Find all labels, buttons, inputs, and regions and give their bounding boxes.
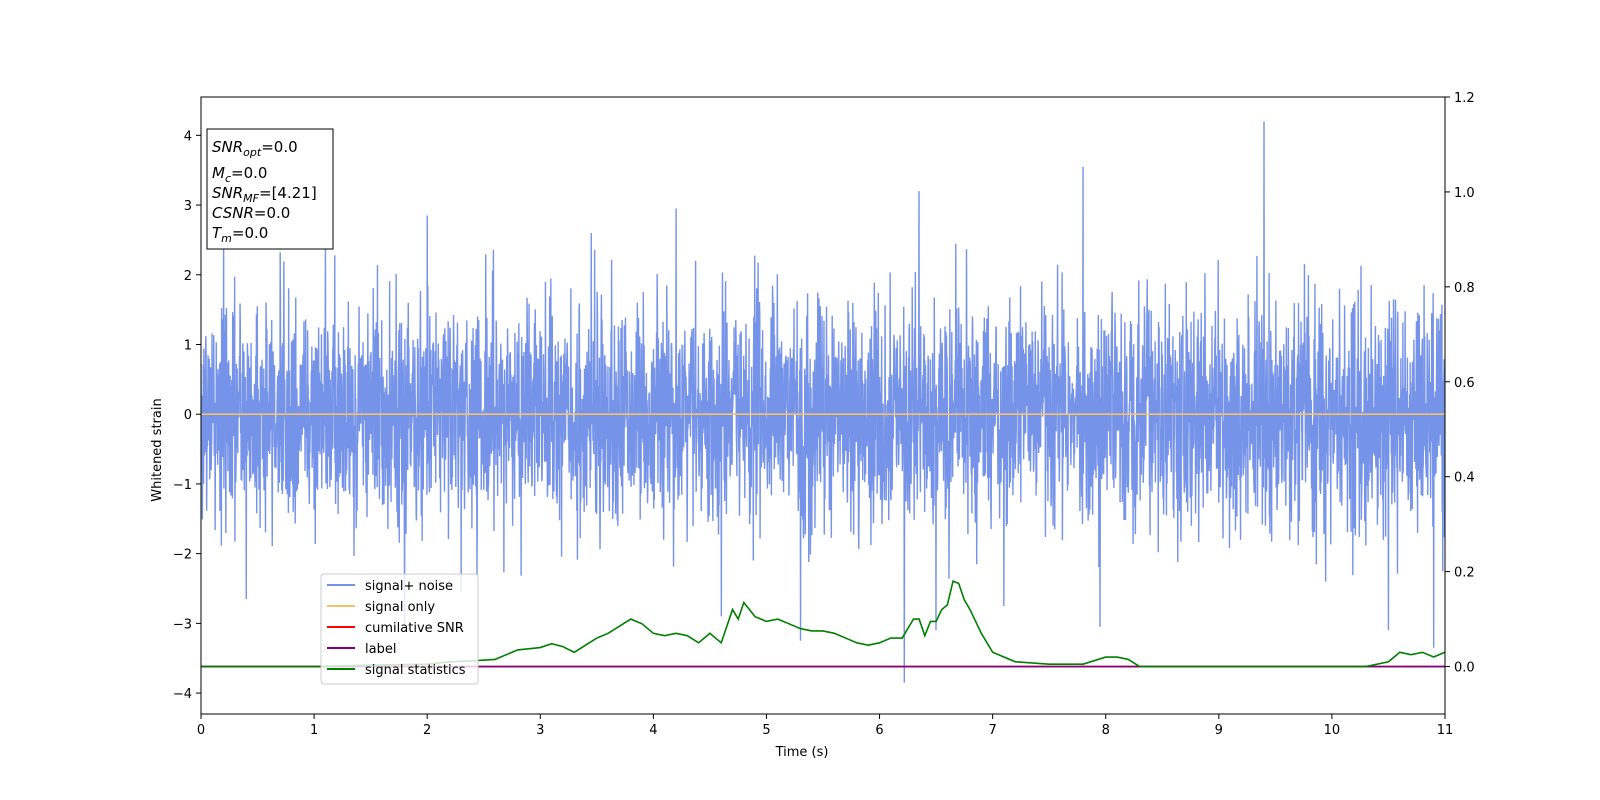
x-tick-label: 1 bbox=[310, 723, 318, 738]
legend-label-signal-only: signal only bbox=[365, 600, 435, 615]
y-axis-label: Whitened strain bbox=[150, 398, 165, 501]
x-tick-label: 9 bbox=[1215, 723, 1223, 738]
axes: 0 1 2 3 4 5 6 7 8 9 10 11 −4 −3 −2 −1 0 1 2 3 4 0.0 0.2 0.4 0.6 0… bbox=[173, 91, 1475, 738]
x-tick-label: 0 bbox=[197, 723, 205, 738]
annotation-line-snr-mf: SNRMF=[4.21] bbox=[212, 184, 317, 205]
stats-annotation-box: SNRopt=0.0 Mc=0.0 SNRMF=[4.21] CSNR=0.0 … bbox=[206, 128, 334, 250]
y-tick-label: 3 bbox=[184, 199, 192, 214]
y-tick-label: −3 bbox=[173, 617, 192, 632]
x-tick-label: 4 bbox=[649, 723, 657, 738]
x-tick-label: 10 bbox=[1324, 723, 1341, 738]
series-signal-noise bbox=[201, 121, 1445, 683]
annotation-line-snr-opt: SNRopt=0.0 bbox=[212, 138, 298, 159]
x-tick-label: 11 bbox=[1437, 723, 1454, 738]
y-right-tick-label: 1.0 bbox=[1454, 186, 1475, 201]
x-tick-label: 6 bbox=[875, 723, 883, 738]
legend-label-label: label bbox=[365, 642, 396, 657]
y-right-tick-label: 0.4 bbox=[1454, 471, 1475, 486]
y-right-tick-label: 0.6 bbox=[1454, 376, 1475, 391]
y-tick-label: 0 bbox=[184, 408, 192, 423]
plot-frame bbox=[200, 96, 1446, 715]
annotation-line-mc: Mc=0.0 bbox=[212, 164, 267, 185]
legend-label-signal-statistics: signal statistics bbox=[365, 663, 466, 678]
x-tick-label: 2 bbox=[423, 723, 431, 738]
x-tick-label: 7 bbox=[988, 723, 996, 738]
y-right-tick-label: 0.0 bbox=[1454, 661, 1475, 676]
y-tick-label: −4 bbox=[173, 687, 192, 702]
y-right-tick-label: 0.2 bbox=[1454, 566, 1475, 581]
annotation-line-csnr: CSNR=0.0 bbox=[212, 204, 290, 222]
legend: signal+ noise signal only cumilative SNR… bbox=[320, 573, 479, 685]
x-tick-label: 3 bbox=[536, 723, 544, 738]
legend-item-cumilative-snr: cumilative SNR bbox=[327, 621, 464, 636]
annotation-line-tm: Tm=0.0 bbox=[212, 224, 268, 245]
y-tick-label: 4 bbox=[184, 129, 192, 144]
x-axis-label: Time (s) bbox=[775, 745, 829, 760]
legend-item-signal-statistics: signal statistics bbox=[327, 663, 466, 678]
y-tick-label: −1 bbox=[173, 478, 192, 493]
y-tick-label: 1 bbox=[184, 338, 192, 353]
y-right-tick-label: 0.8 bbox=[1454, 281, 1475, 296]
legend-label-cumilative-snr: cumilative SNR bbox=[365, 621, 464, 636]
series-signal-statistics bbox=[201, 580, 1445, 668]
x-tick-label: 8 bbox=[1102, 723, 1110, 738]
legend-item-signal-only: signal only bbox=[327, 600, 435, 615]
y-tick-label: −2 bbox=[173, 548, 192, 563]
y-right-tick-label: 1.2 bbox=[1454, 91, 1475, 106]
legend-label-signal-noise: signal+ noise bbox=[365, 579, 453, 594]
legend-item-label: label bbox=[327, 642, 396, 657]
legend-item-signal-noise: signal+ noise bbox=[327, 579, 453, 594]
y-tick-label: 2 bbox=[184, 269, 192, 284]
x-tick-label: 5 bbox=[762, 723, 770, 738]
